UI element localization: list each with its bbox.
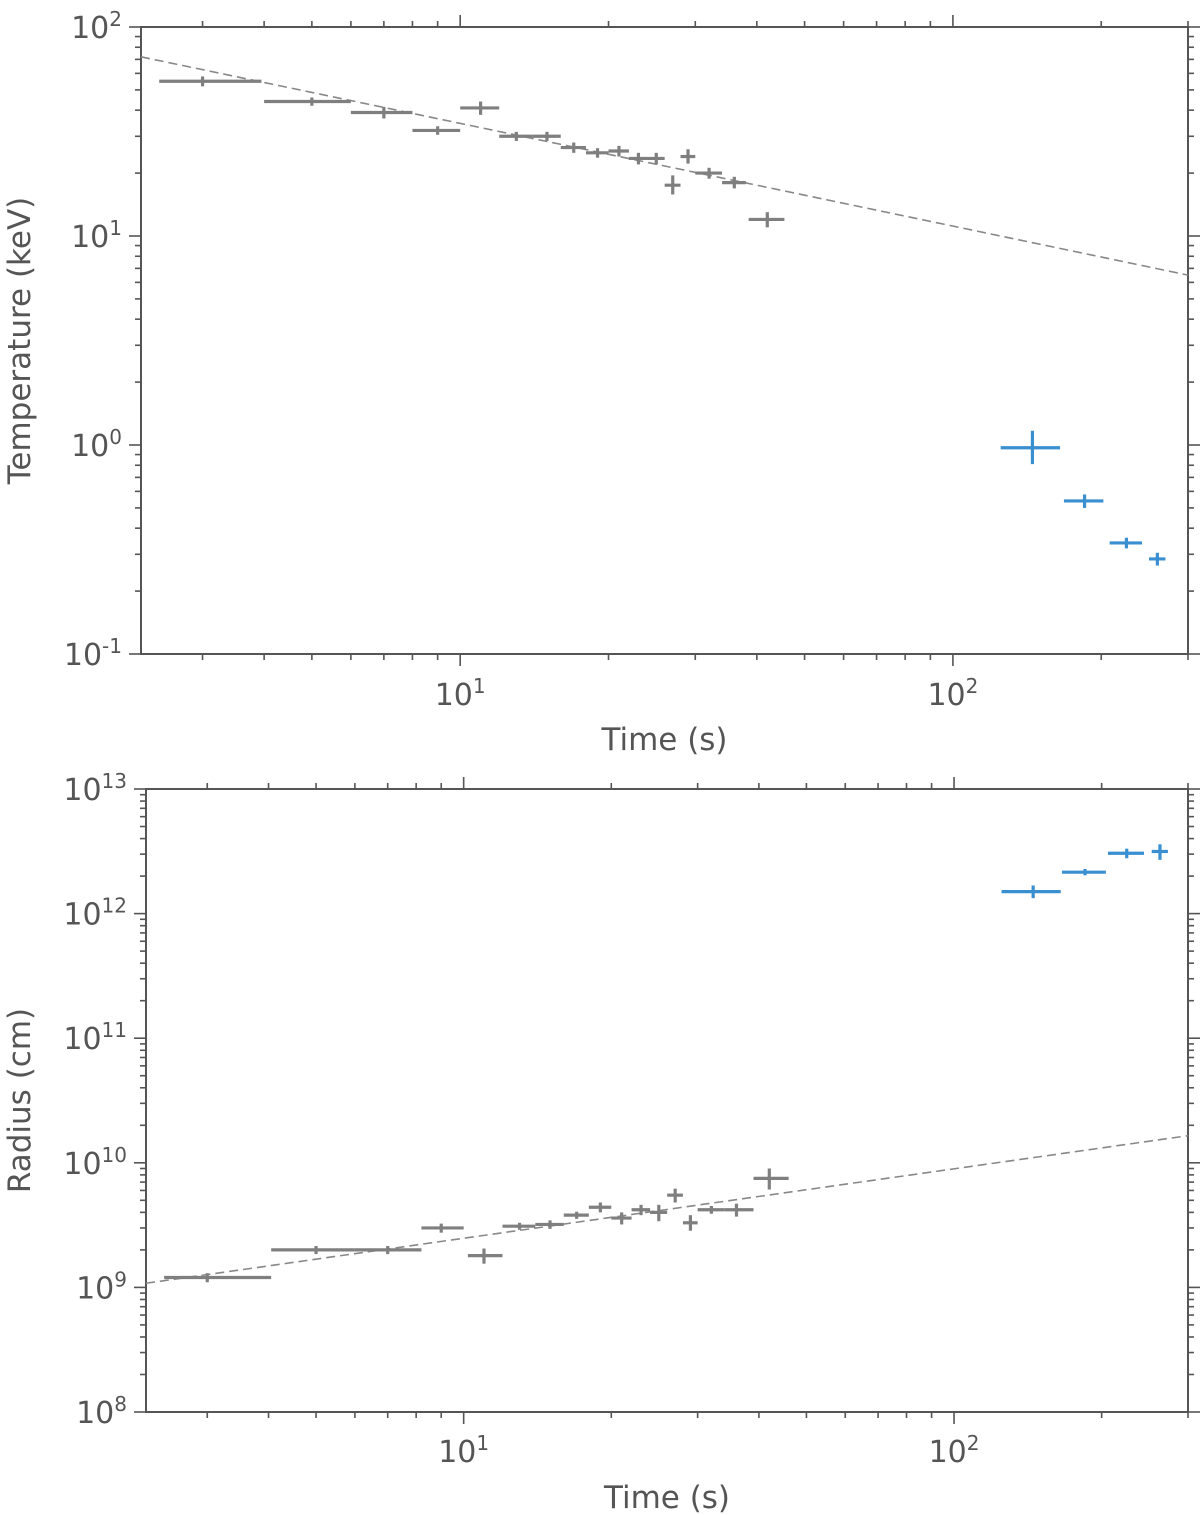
data-point <box>467 1248 503 1264</box>
tick-label-exponent: 2 <box>967 1431 980 1455</box>
tick-label: 102 <box>929 1431 980 1470</box>
data-point <box>1001 885 1061 899</box>
tick-label-exponent: -1 <box>102 634 122 658</box>
data-point <box>650 1204 668 1222</box>
data-point <box>588 1202 612 1213</box>
tick-label-base: 10 <box>64 638 102 673</box>
tick-label: 1013 <box>63 769 127 808</box>
data-point <box>264 97 351 106</box>
x-axis-label: Time (s) <box>600 722 727 758</box>
data-point <box>1109 537 1143 549</box>
tick-label-base: 10 <box>71 11 109 46</box>
data-point <box>563 1211 589 1219</box>
tick-label-exponent: 10 <box>102 1143 127 1167</box>
tick-label: 109 <box>76 1267 127 1306</box>
data-point <box>611 1212 632 1225</box>
data-point <box>159 76 262 87</box>
data-point <box>502 1222 536 1230</box>
x-axis-label: Time (s) <box>603 1480 730 1515</box>
tick-label-base: 10 <box>63 898 101 933</box>
blue-points-series <box>1001 844 1168 899</box>
tick-label: 100 <box>71 425 122 464</box>
tick-label-exponent: 9 <box>114 1267 127 1291</box>
tick-label: 102 <box>71 7 122 46</box>
tick-label-base: 10 <box>71 220 109 255</box>
data-point <box>421 1223 464 1233</box>
plot-frame <box>145 788 1189 1413</box>
data-point <box>631 1204 651 1216</box>
data-point <box>412 126 461 135</box>
tick-label: 1011 <box>63 1018 127 1057</box>
tick-label-base: 10 <box>438 1435 476 1470</box>
gray-points-series <box>164 1168 789 1283</box>
tick-label-exponent: 2 <box>966 674 979 698</box>
tick-label: 1012 <box>63 894 127 933</box>
data-point <box>695 167 723 179</box>
data-point <box>682 1215 698 1231</box>
data-point <box>753 1168 789 1190</box>
tick-label-base: 10 <box>76 1271 114 1306</box>
data-point <box>1000 430 1061 465</box>
data-point <box>647 152 665 165</box>
tick-label: 101 <box>71 216 122 255</box>
tick-label-exponent: 1 <box>109 216 122 240</box>
data-point <box>667 1188 683 1203</box>
tick-label: 1010 <box>63 1143 127 1182</box>
data-point <box>680 149 696 164</box>
data-point <box>560 142 586 153</box>
tick-label-base: 10 <box>927 678 965 713</box>
tick-label: 10-1 <box>64 634 122 673</box>
data-point <box>164 1273 272 1283</box>
data-point <box>499 131 533 141</box>
tick-label-base: 10 <box>435 678 473 713</box>
data-point <box>628 152 648 165</box>
data-point <box>1148 552 1166 566</box>
plot-frame <box>140 26 1189 655</box>
tick-label-exponent: 12 <box>102 894 127 918</box>
y-axis-label: Temperature (keV) <box>2 197 38 486</box>
data-point <box>460 101 500 115</box>
data-point <box>585 148 609 158</box>
tick-label-base: 10 <box>63 1147 101 1182</box>
tick-label-exponent: 1 <box>476 1431 489 1455</box>
y-axis-label: Radius (cm) <box>2 1008 38 1193</box>
tick-label: 101 <box>435 674 486 713</box>
data-point <box>1061 869 1106 876</box>
data-point <box>271 1245 355 1255</box>
tick-label: 102 <box>927 674 978 713</box>
tick-label-base: 10 <box>63 1022 101 1057</box>
tick-label: 108 <box>76 1392 127 1431</box>
tick-label-exponent: 13 <box>102 769 127 793</box>
data-point <box>748 212 785 228</box>
data-point <box>535 1220 564 1229</box>
tick-label-base: 10 <box>76 1396 114 1431</box>
tick-label-exponent: 0 <box>109 425 122 449</box>
tick-label-exponent: 8 <box>114 1392 127 1416</box>
tick-label-base: 10 <box>71 429 109 464</box>
fit-line <box>145 1134 1189 1285</box>
data-point <box>608 145 629 157</box>
data-point <box>1063 494 1104 508</box>
data-point <box>664 175 681 195</box>
gray-points-series <box>159 76 785 228</box>
tick-label-base: 10 <box>929 1435 967 1470</box>
tick-label-exponent: 11 <box>102 1018 127 1042</box>
data-point <box>697 1206 725 1214</box>
tick-label-exponent: 2 <box>109 7 122 31</box>
data-point <box>724 1203 754 1217</box>
tick-label: 101 <box>438 1431 489 1470</box>
data-point <box>350 106 413 119</box>
data-point <box>532 131 561 141</box>
data-point <box>1107 848 1144 859</box>
tick-label-base: 10 <box>63 773 101 808</box>
data-point <box>722 176 746 189</box>
fit-line <box>140 56 1189 276</box>
blue-points-series <box>1000 430 1166 566</box>
tick-label-exponent: 1 <box>473 674 486 698</box>
data-point <box>1151 844 1168 860</box>
data-point <box>354 1245 422 1255</box>
